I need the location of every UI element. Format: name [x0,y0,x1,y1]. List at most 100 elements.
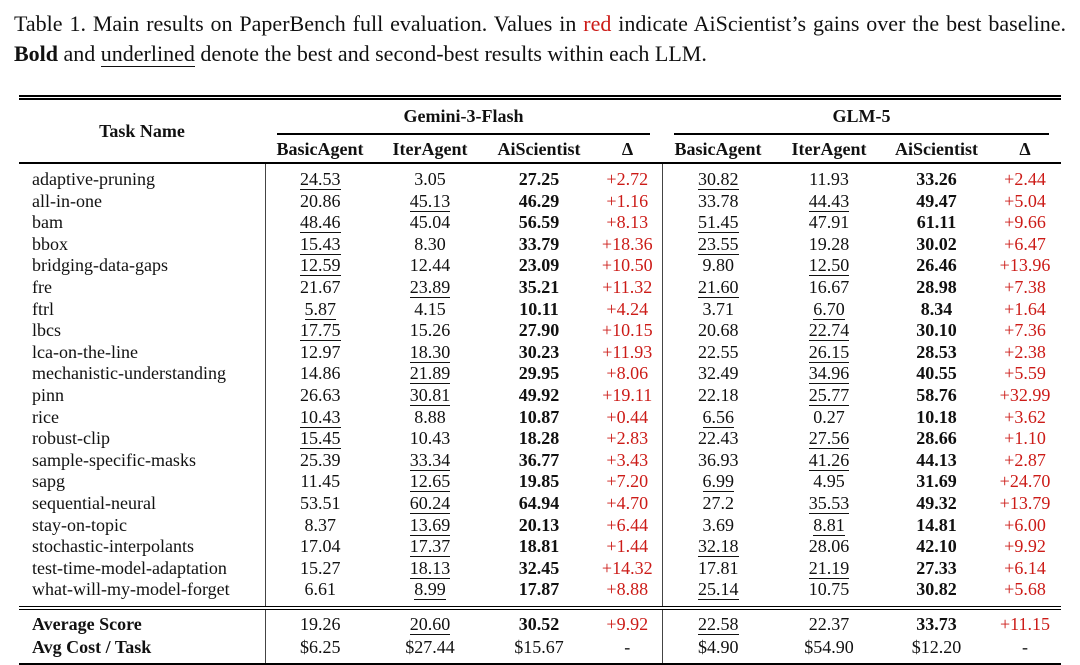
value-cell-glm-basicagent: 36.93 [661,449,774,472]
cell-value: +18.36 [601,233,653,254]
value-cell-glm-basicagent: 6.99 [661,471,774,493]
value-cell-gemini-iteragent: $27.44 [375,636,485,665]
task-name-cell: Average Score [19,605,265,636]
value-cell-gemini-iteragent: 21.89 [375,363,485,385]
value-cell-gemini-iteragent: 45.04 [375,212,485,234]
col-header-glm-iteragent: IterAgent [774,136,884,164]
cell-value: 22.18 [698,384,739,405]
value-cell-gemini-basicagent: 6.61 [264,579,375,608]
value-cell-gemini-basicagent: 8.37 [264,514,375,537]
table-row: Average Score 19.26 20.60 30.52 +9.92 22… [19,605,1061,636]
value-cell-gemini-aiscientist: 10.87 [485,407,593,429]
value-cell-glm-iteragent: 4.95 [774,471,884,493]
cell-value: 17.81 [698,557,739,578]
cell-value: 8.30 [414,233,446,254]
caption-underlined-word: underlined [100,41,195,67]
value-cell-glm-iteragent: 34.96 [774,363,884,385]
value-cell-glm-aiscientist: 58.76 [884,385,989,407]
cell-value: 20.13 [518,514,560,535]
cell-value: +10.15 [601,320,653,341]
value-cell-gemini-basicagent: 26.63 [264,384,375,407]
cell-value: 35.53 [808,492,850,514]
task-name-cell: ftrl [19,299,265,321]
delta-cell-gemini: +3.43 [593,450,662,472]
value-cell-gemini-basicagent: 11.45 [264,471,375,493]
delta-cell-glm: +2.44 [989,163,1061,191]
cell-value: 15.43 [300,233,341,255]
delta-cell-glm: +5.59 [989,363,1061,385]
cell-value: 23.09 [518,255,560,276]
task-label: sapg [32,471,65,492]
value-cell-glm-basicagent: 6.56 [661,406,774,429]
cell-value: +9.66 [1004,212,1046,233]
value-cell-gemini-iteragent: 18.13 [375,557,485,580]
cell-value: 17.75 [300,320,341,342]
cell-value: 28.06 [808,536,850,557]
cell-value: 17.87 [518,579,560,600]
table-row: bridging-data-gaps 12.59 12.44 23.09 +10… [19,255,1061,277]
cell-value: +2.72 [606,169,649,189]
value-cell-glm-basicagent: 20.68 [661,320,774,342]
value-cell-glm-aiscientist: 28.98 [884,277,989,299]
value-cell-glm-aiscientist: 27.33 [884,558,989,580]
value-cell-gemini-basicagent: 53.51 [264,492,375,515]
cell-value: 58.76 [916,384,957,405]
cell-value: 31.69 [916,471,957,492]
cell-value: +3.43 [606,449,649,470]
value-cell-gemini-basicagent: 48.46 [264,212,375,234]
value-cell-gemini-basicagent: 15.27 [264,557,375,580]
cell-value: 26.46 [916,255,957,276]
cell-value: +2.83 [606,428,649,449]
task-label: all-in-one [32,190,102,211]
value-cell-gemini-basicagent: 15.43 [264,233,375,256]
cell-value: 6.56 [702,406,734,428]
cell-value: 64.94 [518,492,560,513]
col-header-gemini-iteragent: IterAgent [375,136,485,164]
value-cell-gemini-basicagent: 12.97 [264,341,375,364]
value-cell-gemini-iteragent: 45.13 [375,190,485,213]
cell-value: 17.04 [300,536,341,557]
value-cell-gemini-aiscientist: 32.45 [485,558,593,580]
cell-value: +7.20 [606,471,649,492]
cell-value: 15.26 [409,320,451,341]
delta-cell-gemini: +4.24 [593,299,662,321]
value-cell-glm-iteragent: 12.50 [774,255,884,277]
delta-cell-gemini: +11.32 [593,277,662,299]
value-cell-gemini-iteragent: 60.24 [375,492,485,515]
cell-value: +2.44 [1004,169,1046,189]
cell-value: +1.16 [606,190,649,211]
cell-value: +0.44 [606,406,649,427]
cell-value: 60.24 [409,492,451,514]
cell-value: +6.00 [1004,514,1046,535]
task-label: bam [32,212,63,233]
cell-value: 12.97 [300,341,341,362]
cell-value: 15.45 [300,428,341,450]
caption-text-4: denote the best and second-best results … [194,41,707,66]
cell-value: 19.85 [518,471,560,492]
task-name-cell: bridging-data-gaps [19,255,265,277]
value-cell-gemini-iteragent: 12.65 [375,471,485,493]
cell-value: 33.34 [409,449,451,471]
task-label: stochastic-interpolants [32,536,194,557]
cell-value: 28.66 [916,428,957,449]
delta-cell-glm: +3.62 [989,407,1061,429]
table-row: stochastic-interpolants 17.04 17.37 18.8… [19,536,1061,558]
delta-cell-glm: +7.36 [989,320,1061,342]
task-label: lbcs [32,320,61,341]
value-cell-glm-iteragent: 41.26 [774,449,884,472]
cell-value: 28.98 [916,276,957,297]
cell-value: +13.96 [999,255,1051,276]
cell-value: $12.20 [911,636,962,657]
value-cell-gemini-basicagent: 19.26 [264,605,375,636]
value-cell-glm-iteragent: 47.91 [774,212,884,234]
cell-value: - [624,636,631,657]
value-cell-glm-basicagent: 22.55 [661,341,774,364]
value-cell-glm-basicagent: 51.45 [661,212,774,234]
cell-value: 25.77 [808,384,850,406]
value-cell-gemini-iteragent: 33.34 [375,449,485,472]
value-cell-glm-basicagent: 22.58 [661,605,774,636]
table-row: bbox 15.43 8.30 33.79 +18.36 23.55 19.28… [19,233,1061,256]
value-cell-glm-aiscientist: 61.11 [884,212,989,234]
col-header-glm-delta: Δ [989,136,1061,164]
value-cell-glm-iteragent: 22.37 [774,605,884,636]
